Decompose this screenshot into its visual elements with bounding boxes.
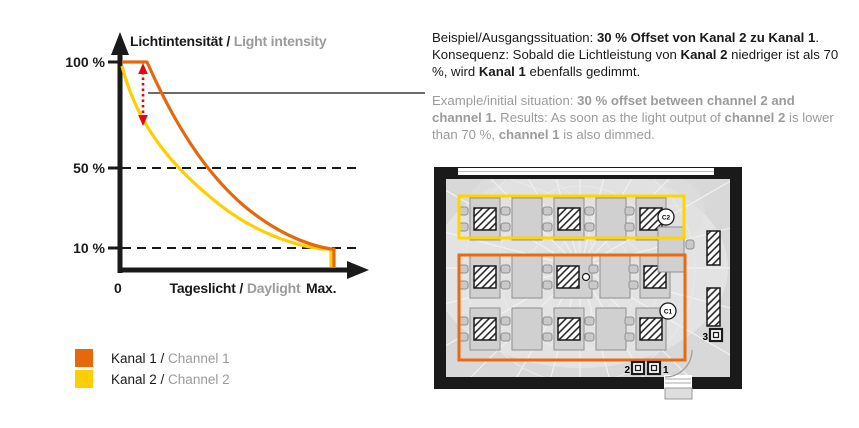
dimming-chart [108,32,425,279]
y-axis-label-10: 10 % [73,240,105,256]
explanation-en: Example/initial situation: 30 % offset b… [432,93,834,142]
kanal2-curve [120,65,333,267]
switch-1-label: 1 [663,365,669,376]
zone-channel2-badge: C2 [657,208,675,226]
x-axis-title-en: Daylight [243,280,301,296]
legend-kanal1-de: Kanal 1 / [111,350,165,366]
door-icon [664,349,693,400]
kanal1-curve [122,60,336,267]
zone-channel1-badge: C1 [659,302,677,320]
switch-icon [630,360,646,376]
switch-icon [646,360,662,376]
chart-title-en: Light intensity [230,33,327,49]
room-floor-plan: C2 C1 2 1 3 [434,167,742,400]
switch-3-label: 3 [702,332,708,343]
kanal1-color-swatch [75,349,93,367]
kanal2-color-swatch [75,370,93,388]
x-axis-title-de: Tageslicht / [169,280,244,296]
x-axis-label-0: 0 [114,280,122,296]
y-axis-arrowhead [111,32,129,55]
radiator-icon [706,230,721,266]
zone-channel2-outline [457,194,686,240]
legend-row-kanal1: Kanal 1 / Channel 1 [75,349,230,367]
y-axis-label-50: 50 % [73,160,105,176]
offset-arrow-icon [138,63,148,126]
legend-kanal2-de: Kanal 2 / [111,371,165,387]
legend-label-kanal2: Kanal 2 / Channel 2 [111,372,230,387]
daylight-sensor-icon [581,272,591,282]
legend-kanal2-en: Channel 2 [164,371,230,387]
legend-row-kanal2: Kanal 2 / Channel 2 [75,370,230,388]
chart-title: Lichtintensität / Light intensity [130,33,327,49]
legend-kanal1-en: Channel 1 [164,350,230,366]
explanation-text: Beispiel/Ausgangssituation: 30 % Offset … [432,29,844,143]
x-axis-arrowhead [347,261,369,279]
window-icon [458,168,714,175]
desk-row-middle [458,255,671,299]
sensor-desk [542,255,593,299]
x-axis-label-max: Max. [306,280,337,296]
radiator-icon [706,287,721,327]
switch-group-side: 3 [702,327,724,343]
explanation-de: Beispiel/Ausgangssituation: 30 % Offset … [432,30,839,79]
switch-icon [708,327,724,343]
switch-2-label: 2 [624,365,630,376]
svg-text:C2: C2 [662,215,671,222]
switch-group-door: 2 1 [624,360,669,376]
side-desk [657,226,695,273]
y-axis-label-100: 100 % [65,54,105,70]
svg-text:C1: C1 [664,309,673,316]
x-axis-title: Tageslicht / Daylight [150,280,320,296]
chart-title-de: Lichtintensität / [130,33,231,49]
legend-label-kanal1: Kanal 1 / Channel 1 [111,351,230,366]
zone-channel1-outline [457,253,687,362]
